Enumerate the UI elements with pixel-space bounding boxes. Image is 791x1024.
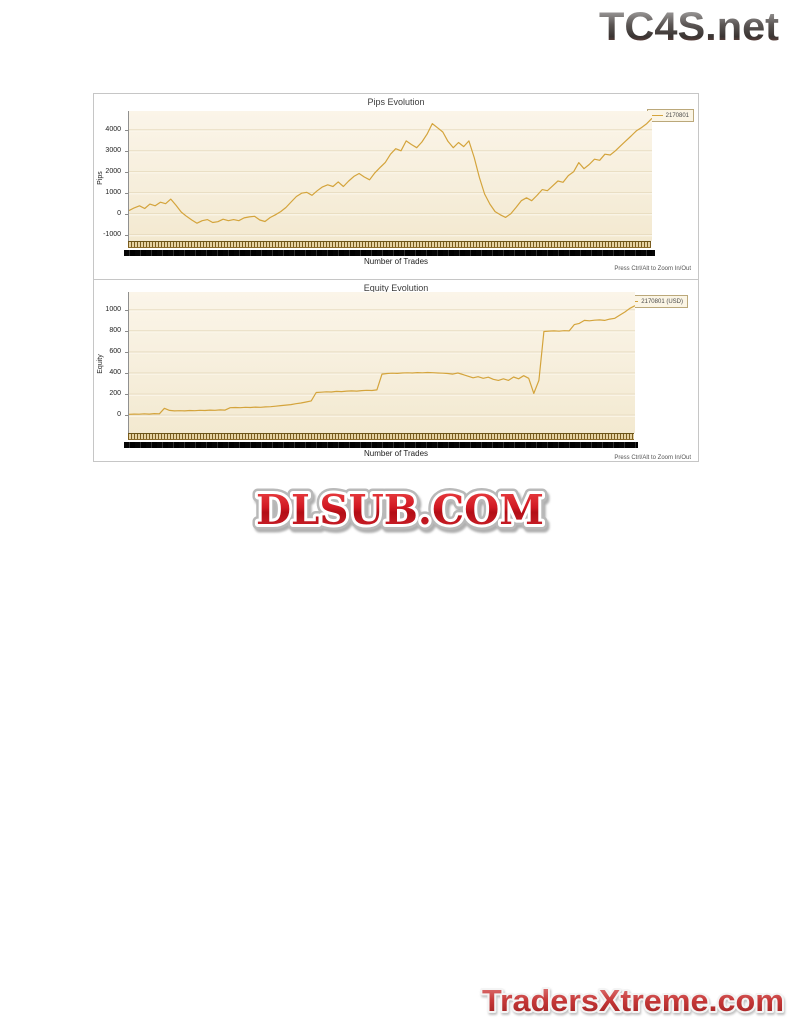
x-axis-title: Number of Trades [363, 449, 429, 458]
dlsub-logo-text: DLSUB.COM [256, 486, 544, 534]
chart-legend: 2170801 [646, 109, 694, 122]
y-axis-ticks: 1000 800 600 400 200 0 [105, 305, 121, 419]
y-axis-ticks: 4000 3000 2000 1000 0 -1000 [103, 125, 121, 238]
zoom-hint-text: Press Ctrl/Alt to Zoom In/Out [614, 266, 691, 272]
pips-chart-panel: Pips Evolution 2170801 Pips 4000 3000 2000… [93, 93, 699, 280]
dlsub-logo-outline: DLSUB.COM [256, 486, 544, 534]
zoom-hint-text: Press Ctrl/Alt to Zoom In/Out [614, 455, 691, 461]
dlsub-logo: DLSUB.COM DLSUB.COM [251, 481, 550, 539]
x-axis-labels-band [124, 442, 638, 448]
chart-title: Pips Evolution [367, 97, 425, 107]
pips-plot-area[interactable] [128, 111, 652, 241]
legend-label: 2170801 [665, 112, 689, 119]
x-axis-labels-band [124, 250, 655, 256]
legend-label: 2170801 (USD) [641, 298, 683, 305]
x-axis-tick-strip [128, 433, 634, 440]
x-axis-tick-strip [128, 241, 651, 248]
tc4s-logo: TC4S.net [599, 5, 779, 48]
x-axis-title: Number of Trades [363, 257, 429, 266]
equity-chart-panel: Equity Evolution 2170801 (USD) Equity 10… [93, 279, 699, 462]
tradersxtreme-logo-text: TradersXtreme.com [482, 983, 784, 1018]
tradersxtreme-logo: TradersXtreme.com [480, 981, 786, 1020]
tc4s-logo-text: TC4S.net [599, 5, 779, 48]
legend-line-swatch [651, 115, 663, 116]
equity-plot-area[interactable] [128, 292, 635, 433]
chart-title: Equity Evolution [363, 283, 429, 293]
